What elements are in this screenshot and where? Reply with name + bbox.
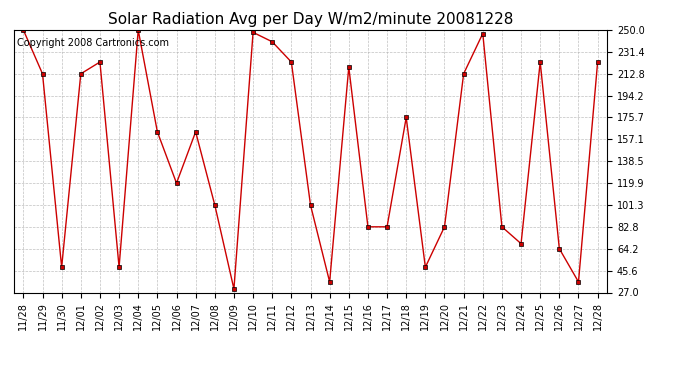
Text: Copyright 2008 Cartronics.com: Copyright 2008 Cartronics.com	[17, 38, 169, 48]
Title: Solar Radiation Avg per Day W/m2/minute 20081228: Solar Radiation Avg per Day W/m2/minute …	[108, 12, 513, 27]
